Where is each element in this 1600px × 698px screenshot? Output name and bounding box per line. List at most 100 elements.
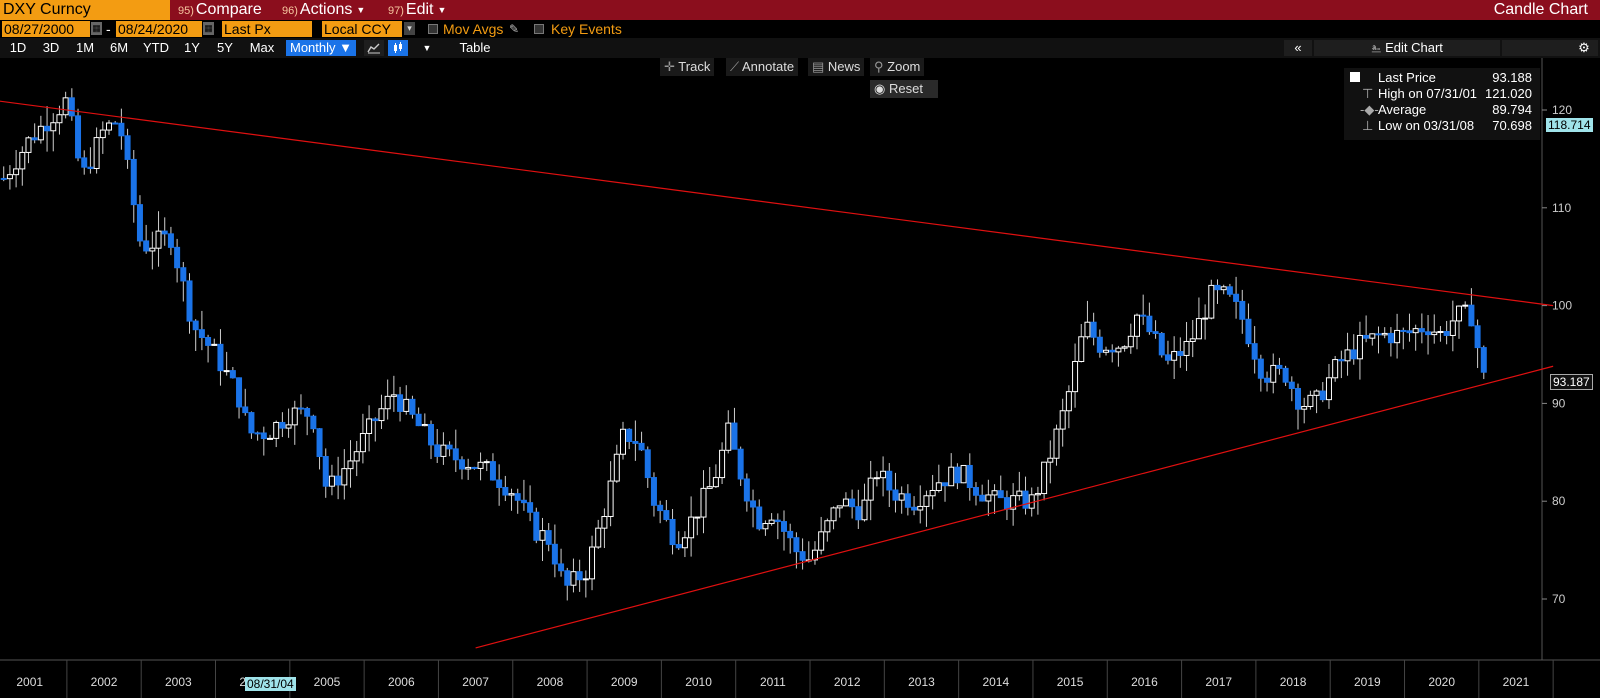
period-button[interactable]: 1D — [9, 40, 27, 55]
candle-body — [712, 477, 719, 488]
candle-body — [1369, 333, 1376, 339]
key-events-checkbox[interactable] — [534, 24, 544, 34]
line-chart-icon[interactable] — [364, 40, 384, 56]
frequency-dropdown[interactable]: Monthly ▼ — [286, 40, 356, 56]
candle-body — [1177, 351, 1184, 356]
end-date-field[interactable]: 08/24/2020 — [116, 21, 202, 37]
period-button[interactable]: 1Y — [184, 40, 200, 55]
chart-type-title: Candle Chart — [1493, 1, 1588, 18]
candle-body — [514, 493, 521, 501]
end-calendar-icon[interactable]: ▦ — [203, 22, 214, 35]
candle-body — [570, 571, 577, 586]
candle-body — [477, 461, 484, 469]
zoom-button[interactable]: ⚲ Zoom — [870, 58, 925, 76]
candle-body — [93, 137, 100, 169]
security-field[interactable]: DXY Curncy — [0, 0, 170, 20]
legend-low-label: Low on 03/31/08 — [1378, 118, 1475, 133]
candle-body — [818, 531, 825, 551]
start-date-field[interactable]: 08/27/2000 — [2, 21, 90, 37]
pencil-icon[interactable]: ✎ — [509, 22, 520, 36]
collapse-icon[interactable]: « — [1284, 40, 1312, 56]
mov-avgs-checkbox[interactable] — [428, 24, 438, 34]
candle-body — [867, 477, 874, 501]
candle-body — [1456, 305, 1463, 322]
candle-body — [960, 464, 967, 484]
candle-body — [1412, 328, 1419, 334]
candle-body — [242, 406, 249, 414]
candle-body — [923, 495, 930, 507]
candle-body — [613, 453, 620, 482]
track-button[interactable]: ✛ Track — [660, 58, 715, 76]
candle-body — [236, 377, 243, 408]
candle-body — [1431, 331, 1438, 336]
annotate-button[interactable]: ⟋ Annotate — [726, 58, 799, 76]
mov-avgs-label: Mov Avgs — [443, 21, 504, 37]
candle-body — [366, 418, 373, 434]
candle-body — [1245, 318, 1252, 345]
candle-body — [725, 422, 732, 451]
candle-body — [1183, 340, 1190, 356]
candle-chart-icon[interactable] — [388, 40, 408, 56]
x-tick-label: 2015 — [1057, 675, 1084, 689]
currency-dropdown-icon[interactable]: ▾ — [404, 22, 415, 35]
candle-body — [824, 520, 831, 533]
edit-menu-number: 97) — [388, 5, 404, 18]
candle-body — [731, 422, 738, 450]
x-tick-label: 2018 — [1280, 675, 1307, 689]
candle-body — [403, 398, 410, 412]
low-marker-icon: ⊥ — [1362, 118, 1374, 133]
legend-checkbox[interactable] — [1350, 72, 1360, 82]
period-button[interactable]: Max — [249, 40, 275, 55]
candle-body — [19, 151, 26, 170]
candle-body — [267, 437, 274, 440]
candle-body — [669, 518, 676, 546]
candle-body — [904, 493, 911, 508]
candle-body — [929, 489, 936, 497]
candle-body — [1041, 461, 1048, 495]
period-button[interactable]: YTD — [143, 40, 169, 55]
table-button[interactable]: Table — [459, 40, 491, 55]
x-tick-label: 2003 — [165, 675, 192, 689]
compare-menu-label: Compare — [195, 1, 262, 18]
candle-body — [979, 494, 986, 502]
candle-body — [719, 449, 726, 479]
period-button[interactable]: 1M — [75, 40, 95, 55]
candle-body — [954, 466, 961, 484]
x-tick-label: 2001 — [16, 675, 43, 689]
candle-body — [6, 174, 13, 180]
chart-type-dropdown-icon[interactable]: ▼ — [422, 43, 432, 53]
candle-body — [774, 519, 781, 523]
x-tick-label: 2010 — [685, 675, 712, 689]
candle-body — [130, 158, 137, 206]
last-price-tag: 93.187 — [1550, 374, 1593, 390]
candle-body — [99, 129, 106, 139]
period-button[interactable]: 6M — [109, 40, 129, 55]
edit-chart-button[interactable]: ⎁ Edit Chart — [1314, 40, 1500, 56]
news-label: News — [827, 59, 861, 74]
candle-body — [167, 233, 174, 248]
edit-menu[interactable]: 97) Edit ▼ — [388, 0, 446, 20]
period-button[interactable]: 5Y — [217, 40, 233, 55]
candle-body — [589, 546, 596, 580]
actions-menu[interactable]: 96) Actions ▼ — [282, 0, 365, 20]
x-tick-label: 2014 — [982, 675, 1009, 689]
average-marker-icon: -◆- — [1360, 102, 1379, 117]
compare-menu[interactable]: 95) Compare — [178, 0, 262, 20]
candle-body — [582, 578, 589, 581]
settings-gear-icon[interactable]: ⚙ — [1502, 40, 1598, 56]
candle-body — [1047, 457, 1054, 463]
field-selector[interactable]: Last Px — [222, 21, 312, 37]
candle-body — [1257, 358, 1264, 379]
start-calendar-icon[interactable]: ▦ — [91, 22, 102, 35]
candle-body — [861, 499, 868, 521]
currency-selector[interactable]: Local CCY — [322, 21, 402, 37]
x-tick-label: 2017 — [1205, 675, 1232, 689]
candle-body — [551, 543, 558, 565]
candle-body — [1437, 330, 1444, 333]
news-button[interactable]: ▤ News — [808, 58, 865, 76]
actions-menu-label: Actions — [299, 1, 353, 19]
reset-button[interactable]: ◉ Reset — [870, 80, 938, 98]
header-bar: DXY Curncy 95) Compare 96) Actions ▼ 97) Edi… — [0, 0, 1600, 20]
candle-body — [458, 459, 465, 470]
period-button[interactable]: 3D — [42, 40, 60, 55]
